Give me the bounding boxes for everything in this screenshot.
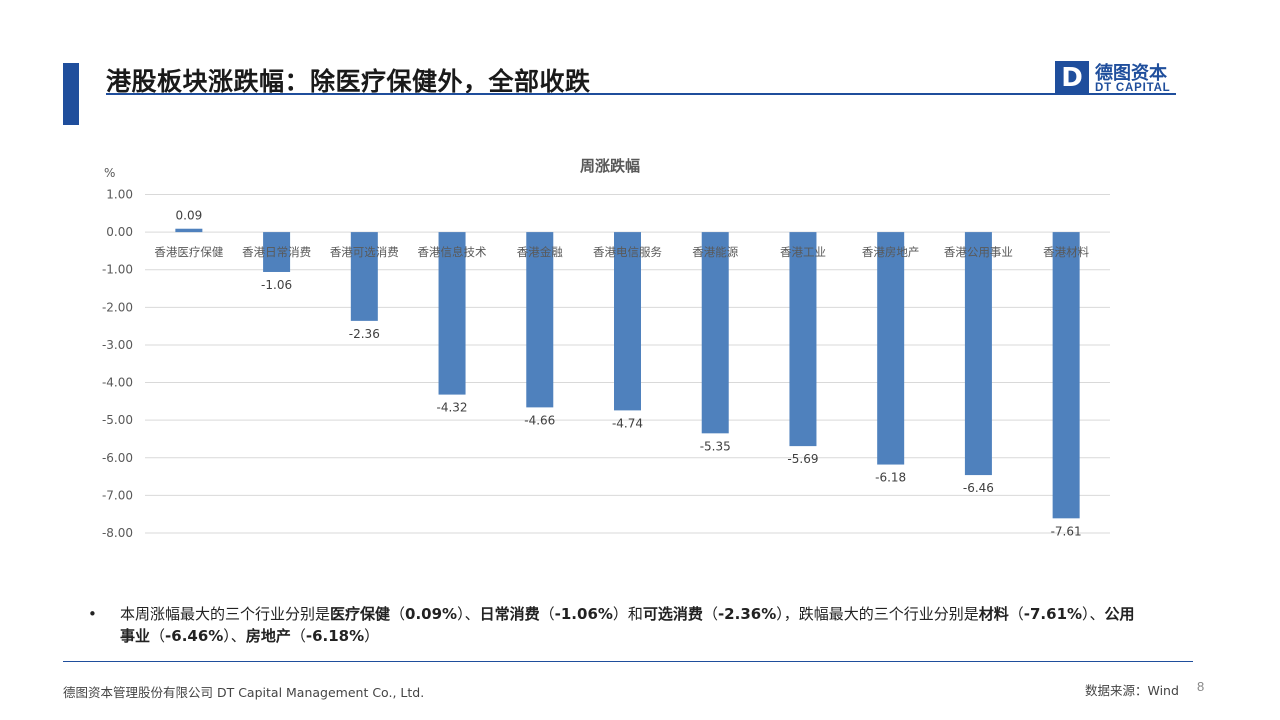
x-category-label: 香港日常消费 xyxy=(242,245,311,259)
value-label: 0.09 xyxy=(176,209,203,223)
summary-segment: （ xyxy=(1008,605,1024,623)
value-label: -4.74 xyxy=(612,416,643,430)
title-underline xyxy=(106,93,1176,95)
x-category-label: 香港房地产 xyxy=(862,245,920,259)
summary-highlight: 材料 xyxy=(978,605,1009,623)
y-tick-label: -3.00 xyxy=(102,338,133,352)
summary-highlight: 日常消费 xyxy=(479,605,540,623)
summary-segment: （ xyxy=(702,605,718,623)
y-tick-label: 0.00 xyxy=(106,225,133,239)
bar xyxy=(964,232,992,476)
summary-segment: （ xyxy=(539,605,555,623)
bar xyxy=(175,228,203,233)
x-category-label: 香港金融 xyxy=(517,245,563,259)
summary-highlight: 医疗保健 xyxy=(330,605,391,623)
y-tick-label: -2.00 xyxy=(102,300,133,314)
y-tick-label: -6.00 xyxy=(102,451,133,465)
footer-company-name: 德图资本管理股份有限公司 DT Capital Management Co., … xyxy=(63,685,425,700)
bar xyxy=(789,232,817,447)
value-label: -5.35 xyxy=(700,439,731,453)
logo-english-name: DT CAPITAL xyxy=(1095,82,1171,94)
summary-segment: 本周涨幅最大的三个行业分别是 xyxy=(120,605,331,623)
summary-highlight: -6.18% xyxy=(305,627,365,645)
logo-mark-icon: D xyxy=(1055,61,1089,95)
page-number: 8 xyxy=(1197,679,1205,694)
summary-segment: ）、 xyxy=(457,605,480,623)
company-logo: D 德图资本 DT CAPITAL xyxy=(1055,61,1185,97)
bar xyxy=(1052,232,1080,519)
summary-segment: （ xyxy=(150,627,166,645)
y-tick-label: -7.00 xyxy=(102,488,133,502)
y-tick-label: -4.00 xyxy=(102,376,133,390)
summary-segment: （ xyxy=(390,605,406,623)
x-category-label: 香港公用事业 xyxy=(944,245,1013,259)
x-category-label: 香港医疗保健 xyxy=(154,245,223,259)
summary-highlight: -2.36% xyxy=(717,605,777,623)
value-label: -1.06 xyxy=(261,278,292,292)
bar xyxy=(526,232,554,408)
summary-segment: ）和 xyxy=(612,605,643,623)
x-category-label: 香港电信服务 xyxy=(593,245,662,259)
chart-bars xyxy=(175,228,1080,519)
summary-highlight: -6.46% xyxy=(165,627,224,645)
summary-segment: ）、 xyxy=(1082,605,1105,623)
value-label: -5.69 xyxy=(787,452,818,466)
y-tick-label: -8.00 xyxy=(102,526,133,540)
y-axis-ticks: 1.00 0.00 -1.00 -2.00 -3.00 -4.00 -5.00 -6.00 -7… xyxy=(102,188,133,541)
summary-segment: （ xyxy=(290,627,306,645)
summary-segment: ）、 xyxy=(223,627,246,645)
y-tick-label: -5.00 xyxy=(102,413,133,427)
bar xyxy=(701,232,729,434)
chart-title: 周涨跌幅 xyxy=(580,157,640,175)
bar xyxy=(350,232,378,321)
summary-segment: ），跌幅最大的三个行业分别是 xyxy=(776,605,979,623)
logo-chinese-name: 德图资本 xyxy=(1095,63,1167,84)
y-tick-label: -1.00 xyxy=(102,263,133,277)
summary-segment: ） xyxy=(364,627,380,645)
bar xyxy=(438,232,466,395)
summary-highlight: 公用事业 xyxy=(120,605,1135,645)
page-title: 港股板块涨跌幅：除医疗保健外，全部收跌 xyxy=(106,67,591,96)
summary-highlight: 可选消费 xyxy=(642,605,703,623)
data-source-note: 数据来源：Wind xyxy=(1085,683,1179,698)
bar xyxy=(614,232,641,411)
bullet-dot: • xyxy=(88,605,97,623)
value-label: -6.46 xyxy=(963,481,994,495)
x-category-label: 香港工业 xyxy=(780,245,826,259)
value-label: -4.32 xyxy=(437,401,468,415)
bar xyxy=(877,232,905,465)
summary-highlight: 房地产 xyxy=(245,627,291,645)
title-accent-bar xyxy=(63,63,79,125)
y-axis-unit-label: % xyxy=(104,166,115,180)
value-label: -4.66 xyxy=(524,413,555,427)
bar xyxy=(263,232,291,272)
footer-divider xyxy=(63,661,1193,662)
value-label: -2.36 xyxy=(349,327,380,341)
value-label: -7.61 xyxy=(1051,524,1082,538)
value-labels: 0.09 -1.06 -2.36 -4.32 -4.66 -4.74 -5.35 -5.69 -… xyxy=(176,209,1082,539)
weekly-change-bar-chart: 周涨跌幅 % 1.00 0.00 -1.00 -2.00 -3.00 -4.00 -5.00… xyxy=(102,157,1110,541)
x-category-label: 香港可选消费 xyxy=(330,245,399,259)
x-category-label: 香港材料 xyxy=(1043,245,1089,259)
x-category-label: 香港信息技术 xyxy=(418,245,487,259)
summary-bullet: • 本周涨幅最大的三个行业分别是医疗保健（0.09%）、日常消费（-1.06%）… xyxy=(88,603,1148,647)
value-label: -6.18 xyxy=(875,471,906,485)
x-category-label: 香港能源 xyxy=(692,245,738,259)
x-axis-labels: 香港医疗保健 香港日常消费 香港可选消费 香港信息技术 香港金融 香港电信服务 香港能源 香港… xyxy=(154,245,1089,259)
y-tick-label: 1.00 xyxy=(106,188,133,202)
summary-text: 本周涨幅最大的三个行业分别是医疗保健（0.09%）、日常消费（-1.06%）和可… xyxy=(120,603,1148,647)
summary-highlight: -1.06% xyxy=(554,605,613,623)
summary-highlight: 0.09% xyxy=(405,605,458,623)
summary-highlight: -7.61% xyxy=(1023,605,1083,623)
